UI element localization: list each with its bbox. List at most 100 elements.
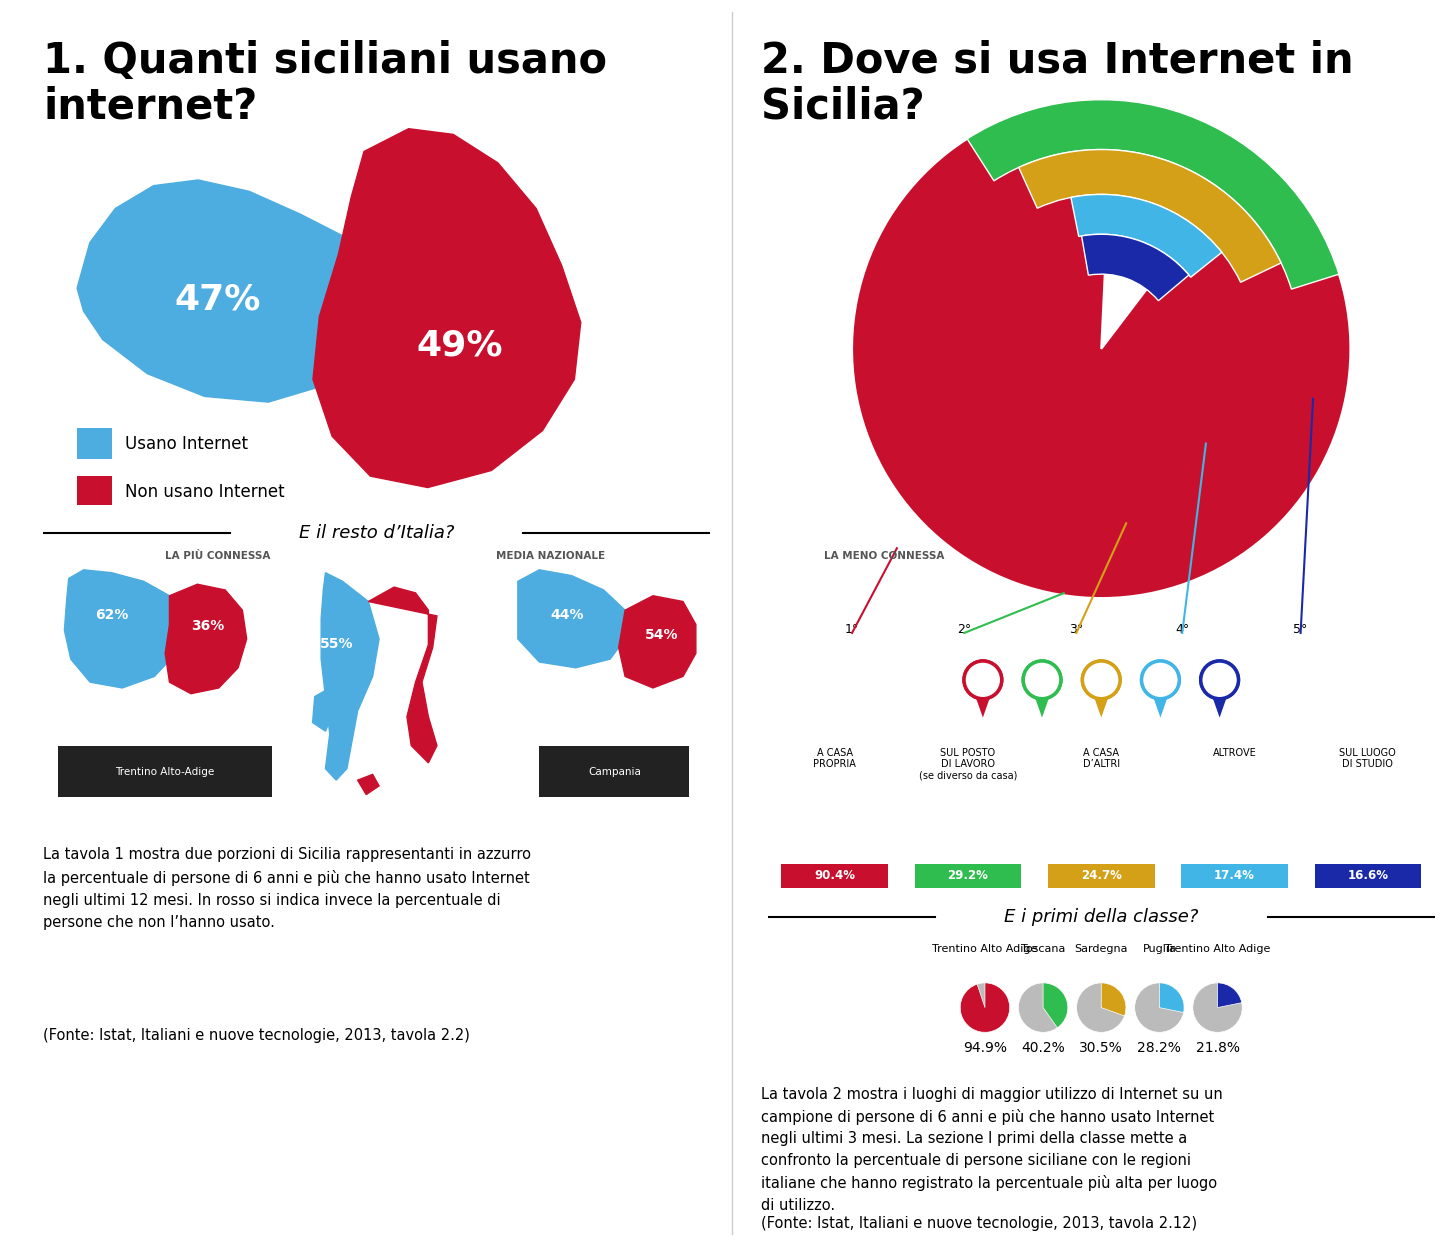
Text: ALTROVE: ALTROVE: [1213, 748, 1256, 758]
Wedge shape: [965, 680, 1001, 699]
Text: LA PIÙ CONNESSA: LA PIÙ CONNESSA: [165, 551, 270, 561]
Text: 28.2%: 28.2%: [1137, 1042, 1181, 1055]
Text: Toscana: Toscana: [1022, 943, 1065, 953]
Text: 2. Dove si usa Internet in
Sicilia?: 2. Dove si usa Internet in Sicilia?: [761, 40, 1353, 128]
Circle shape: [1082, 660, 1120, 699]
Polygon shape: [974, 693, 991, 718]
Circle shape: [961, 983, 1010, 1032]
Text: 47%: 47%: [174, 283, 261, 316]
Wedge shape: [1101, 983, 1126, 1015]
Circle shape: [1135, 983, 1184, 1032]
Polygon shape: [1211, 693, 1229, 718]
Bar: [781, 863, 888, 888]
Circle shape: [1193, 983, 1242, 1032]
Polygon shape: [322, 573, 380, 780]
Bar: [77, 427, 112, 459]
Text: E i primi della classe?: E i primi della classe?: [1004, 908, 1198, 926]
Text: 1°: 1°: [845, 623, 859, 635]
Text: MEDIA NAZIONALE: MEDIA NAZIONALE: [496, 551, 606, 561]
Circle shape: [1201, 660, 1239, 699]
Text: 40.2%: 40.2%: [1022, 1042, 1065, 1055]
Polygon shape: [517, 569, 625, 668]
Text: 55%: 55%: [319, 637, 354, 650]
Polygon shape: [1093, 693, 1110, 718]
Circle shape: [964, 660, 1001, 699]
Wedge shape: [1143, 680, 1178, 699]
Text: E il resto d’Italia?: E il resto d’Italia?: [298, 523, 455, 542]
Bar: [1048, 863, 1155, 888]
Wedge shape: [1024, 680, 1059, 699]
Circle shape: [1019, 983, 1068, 1032]
Text: 2°: 2°: [956, 623, 971, 635]
Text: Campania: Campania: [588, 766, 640, 776]
Bar: [539, 745, 690, 797]
Polygon shape: [1152, 693, 1169, 718]
Wedge shape: [1084, 680, 1119, 699]
Polygon shape: [165, 584, 246, 694]
Text: 94.9%: 94.9%: [964, 1042, 1007, 1055]
Text: 16.6%: 16.6%: [1348, 870, 1388, 882]
Text: A CASA
D’ALTRI: A CASA D’ALTRI: [1082, 748, 1120, 769]
Text: La tavola 2 mostra i luoghi di maggior utilizzo di Internet su un
campione di pe: La tavola 2 mostra i luoghi di maggior u…: [761, 1087, 1223, 1212]
Circle shape: [1082, 660, 1120, 699]
Polygon shape: [619, 596, 696, 688]
Circle shape: [1142, 660, 1179, 699]
Text: Trentino Alto Adige: Trentino Alto Adige: [1165, 943, 1271, 953]
Circle shape: [1023, 660, 1061, 699]
Text: SUL POSTO
DI LAVORO
(se diverso da casa): SUL POSTO DI LAVORO (se diverso da casa): [919, 748, 1017, 781]
Text: SUL LUOGO
DI STUDIO: SUL LUOGO DI STUDIO: [1339, 748, 1397, 769]
Text: 44%: 44%: [551, 608, 584, 622]
Text: 29.2%: 29.2%: [948, 870, 988, 882]
Bar: [77, 476, 112, 507]
Text: A CASA
PROPRIA: A CASA PROPRIA: [813, 748, 856, 769]
Bar: [58, 745, 272, 797]
Circle shape: [1142, 660, 1179, 699]
Bar: [1314, 863, 1421, 888]
Text: Puglia: Puglia: [1142, 943, 1177, 953]
Text: 4°: 4°: [1175, 623, 1190, 635]
Text: 3°: 3°: [1069, 623, 1084, 635]
Polygon shape: [64, 569, 183, 688]
Text: La tavola 1 mostra due porzioni di Sicilia rappresentanti in azzurro
la percentu: La tavola 1 mostra due porzioni di Sicil…: [43, 847, 532, 931]
Wedge shape: [1081, 234, 1188, 300]
Wedge shape: [852, 100, 1350, 598]
Text: 54%: 54%: [645, 628, 678, 642]
Wedge shape: [966, 100, 1339, 289]
Text: 1. Quanti siciliani usano
internet?: 1. Quanti siciliani usano internet?: [43, 40, 607, 128]
Text: Trentino Alto Adige: Trentino Alto Adige: [932, 943, 1037, 953]
Text: 17.4%: 17.4%: [1214, 870, 1255, 882]
Polygon shape: [358, 774, 380, 795]
Text: 90.4%: 90.4%: [814, 870, 855, 882]
Polygon shape: [313, 128, 581, 487]
Wedge shape: [1217, 983, 1242, 1008]
Circle shape: [1023, 660, 1061, 699]
Wedge shape: [961, 983, 1010, 1032]
Text: LA MENO CONNESSA: LA MENO CONNESSA: [823, 551, 945, 561]
Polygon shape: [368, 587, 438, 763]
Text: 49%: 49%: [416, 328, 503, 363]
Bar: [914, 863, 1022, 888]
Circle shape: [1077, 983, 1126, 1032]
Text: (Fonte: Istat, Italiani e nuove tecnologie, 2013, tavola 2.12): (Fonte: Istat, Italiani e nuove tecnolog…: [761, 1216, 1197, 1231]
Polygon shape: [1033, 693, 1051, 718]
Wedge shape: [1019, 150, 1281, 283]
Text: 62%: 62%: [94, 608, 129, 622]
Polygon shape: [77, 179, 427, 402]
Text: 21.8%: 21.8%: [1195, 1042, 1239, 1055]
Text: 5°: 5°: [1294, 623, 1308, 635]
Text: 36%: 36%: [191, 619, 225, 633]
Wedge shape: [1071, 194, 1222, 278]
Circle shape: [1201, 660, 1239, 699]
Text: Non usano Internet: Non usano Internet: [125, 483, 284, 501]
Wedge shape: [1043, 983, 1068, 1028]
Wedge shape: [1159, 983, 1184, 1013]
Text: Sardegna: Sardegna: [1075, 943, 1127, 953]
Wedge shape: [1201, 680, 1237, 699]
Text: 30.5%: 30.5%: [1080, 1042, 1123, 1055]
Text: (Fonte: Istat, Italiani e nuove tecnologie, 2013, tavola 2.2): (Fonte: Istat, Italiani e nuove tecnolog…: [43, 1028, 471, 1043]
Bar: [1181, 863, 1288, 888]
Polygon shape: [313, 688, 335, 731]
Text: Trentino Alto-Adige: Trentino Alto-Adige: [116, 766, 214, 776]
Text: Usano Internet: Usano Internet: [125, 435, 248, 452]
Circle shape: [964, 660, 1001, 699]
